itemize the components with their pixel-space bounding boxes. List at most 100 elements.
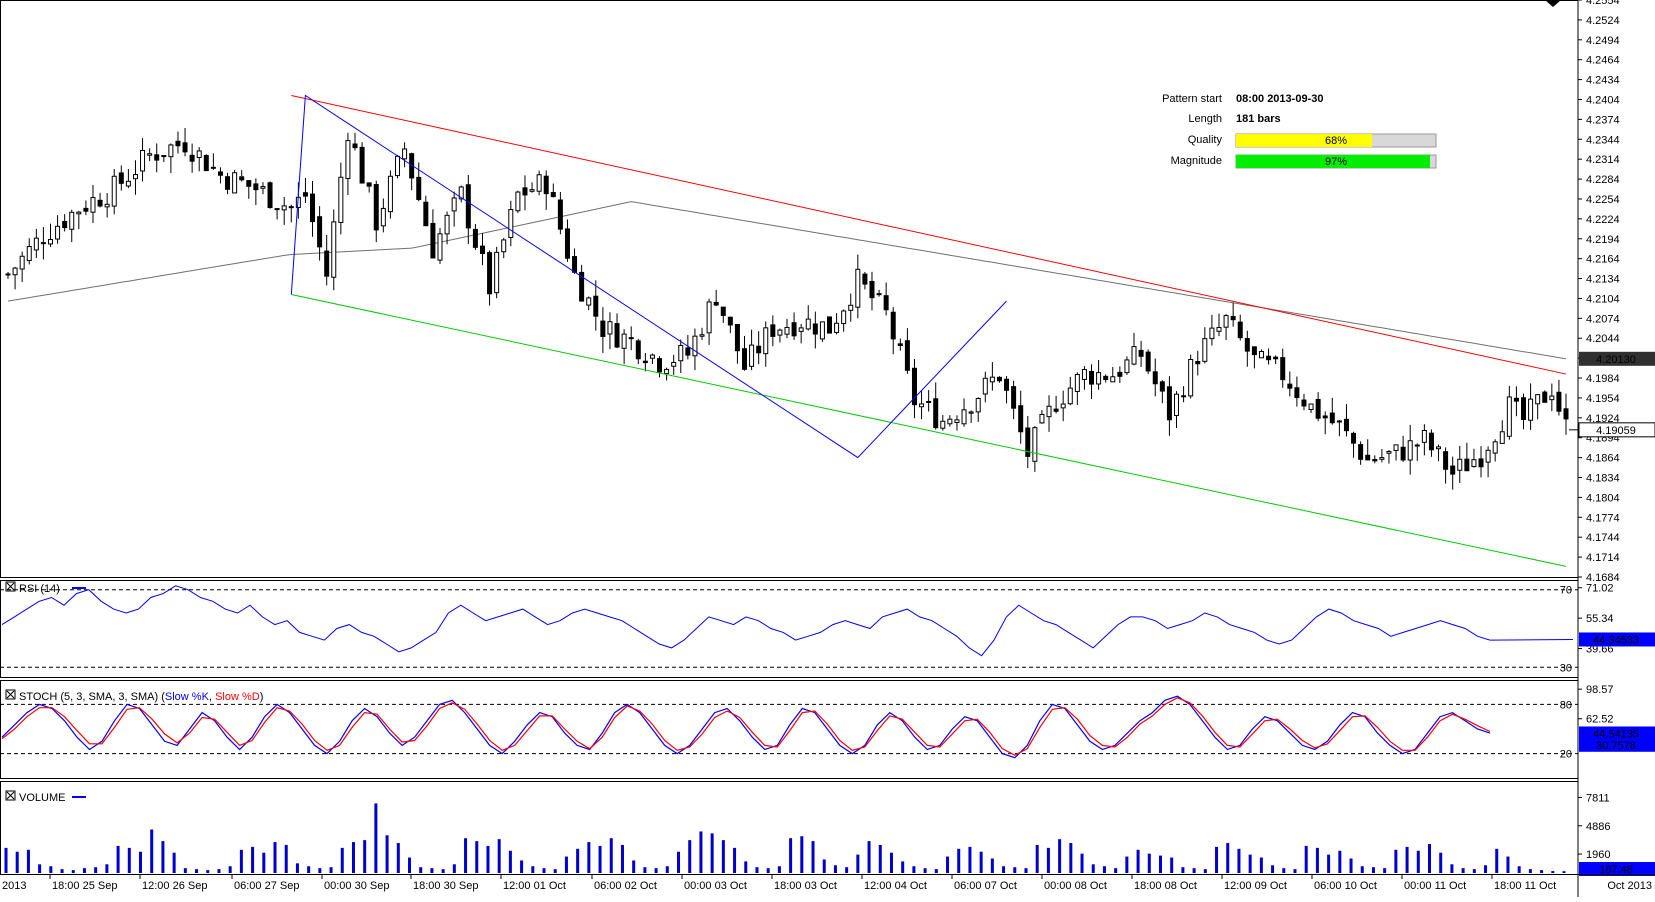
price-panel[interactable]: 4.25544.25244.24944.24644.24344.24044.23… [6, 0, 1655, 584]
quality-bar-fill [1236, 134, 1372, 147]
candle-body [190, 155, 194, 161]
volume-bar [1260, 858, 1263, 873]
volume-bar [1047, 848, 1050, 873]
volume-bar [195, 869, 198, 873]
price-tick-label: 4.1984 [1586, 373, 1620, 385]
volume-bar [150, 830, 153, 874]
volume-bar [1114, 868, 1117, 873]
volume-bar [1439, 853, 1442, 873]
candle-body [1245, 339, 1249, 352]
candle-body [197, 151, 201, 158]
price-tick-label: 4.2314 [1586, 154, 1620, 166]
volume-bar [1361, 866, 1364, 873]
volume-bar [251, 847, 254, 873]
time-tick-label: 06:00 10 Oct [1314, 880, 1377, 892]
candle-body [1111, 377, 1115, 382]
candle-body [1373, 460, 1377, 461]
candle-body [155, 155, 159, 160]
volume-bar [834, 865, 837, 873]
candle-body [530, 190, 534, 192]
stochastic-panel[interactable]: STOCH (5, 3, SMA, 3, SMA) (Slow %K, Slow… [0, 684, 1655, 760]
volume-bar [632, 860, 635, 873]
candle-body [771, 325, 775, 336]
volume-bar [464, 838, 467, 873]
candle-body [509, 210, 513, 238]
time-tick-label: 00:00 30 Sep [324, 880, 389, 892]
candle-body [1316, 399, 1320, 418]
rsi-value-label: 44.34533 [1593, 634, 1639, 646]
candle-body [1437, 447, 1441, 449]
stoch-label: STOCH (5, 3, SMA, 3, SMA) (Slow %K, Slow… [19, 691, 263, 703]
volume-bar [856, 855, 859, 873]
candle-body [842, 311, 846, 324]
candle-body [63, 221, 67, 227]
candle-body [1068, 388, 1072, 404]
volume-bar [655, 868, 658, 873]
candle-body [1550, 396, 1554, 400]
candle-body [551, 192, 555, 196]
candle-body [1090, 371, 1094, 384]
time-tick-label: 06:00 02 Oct [594, 880, 657, 892]
candle-body [516, 192, 520, 211]
volume-bar [1092, 864, 1095, 873]
price-tick-label: 4.2494 [1586, 35, 1620, 47]
volume-bar [1170, 858, 1173, 873]
volume-bar [128, 848, 131, 873]
price-tick-label: 4.2044 [1586, 333, 1620, 345]
candle-body [1033, 428, 1037, 462]
candle-body [1153, 372, 1157, 384]
candle-body [34, 238, 38, 250]
candle-body [721, 307, 725, 315]
candle-body [445, 215, 449, 234]
volume-bar [587, 842, 590, 873]
volume-bar [890, 853, 893, 873]
volume-bar [565, 857, 568, 873]
volume-bar [666, 866, 669, 873]
candle-body [77, 212, 81, 214]
candle-body [905, 341, 909, 371]
price-tick-label: 4.2464 [1586, 55, 1620, 67]
volume-bar [1417, 851, 1420, 873]
volume-bar [318, 868, 321, 873]
volume-bar [173, 853, 176, 873]
stochastic-lines [0, 696, 1578, 758]
volume-bar [1069, 843, 1072, 873]
stoch-k-name: Slow %K [165, 691, 210, 703]
volume-bar [453, 864, 456, 873]
candle-body [1118, 372, 1122, 376]
stoch-d-value-label: 30.7578 [1596, 740, 1636, 752]
channel-lower-line [291, 294, 1566, 566]
candle-body [1309, 404, 1313, 409]
price-tick-label: 4.1954 [1586, 393, 1620, 405]
volume-bar [1518, 866, 1521, 873]
volume-bar [744, 861, 747, 873]
scroll-arrow-icon[interactable] [1545, 0, 1561, 7]
candle-body [743, 349, 747, 370]
rsi-tick-label: 55.34 [1586, 613, 1614, 625]
candle-body [1012, 387, 1016, 409]
candle-body [98, 200, 102, 206]
candle-body [693, 336, 697, 356]
volume-bar [868, 841, 871, 873]
candle-body [396, 156, 400, 175]
candle-body [863, 274, 867, 284]
volume-bar [879, 845, 882, 873]
candle-body [233, 173, 237, 193]
volume-bar [610, 838, 613, 873]
volume-bar [1181, 867, 1184, 873]
candle-body [1330, 413, 1334, 423]
candle-body [920, 404, 924, 407]
candle-body [870, 281, 874, 297]
time-tick-label: 12:00 26 Sep [142, 880, 207, 892]
rsi-level-label: 30 [1560, 662, 1572, 674]
candle-body [622, 334, 626, 348]
candle-body [537, 175, 541, 191]
quality-label: Quality [1188, 134, 1223, 146]
time-tick-label: 00:00 08 Oct [1044, 880, 1107, 892]
volume-bar [206, 870, 209, 873]
